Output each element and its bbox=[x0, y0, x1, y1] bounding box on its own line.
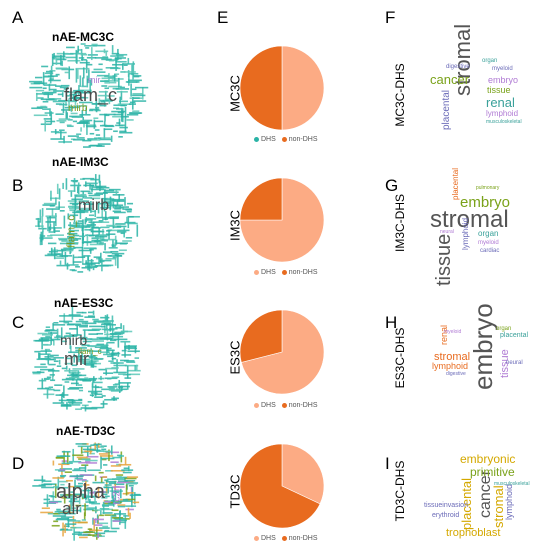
legend-non-dhs-label: non-DHS bbox=[288, 269, 318, 276]
wordcloud-h-word-neural: neural bbox=[506, 360, 523, 366]
wordcloud-g-word-myeloid: myeloid bbox=[478, 240, 499, 246]
legend-dhs-label: DHS bbox=[261, 535, 276, 542]
wordcloud-h-word-embryo: embryo bbox=[468, 303, 498, 390]
panel-letter-h: H bbox=[385, 313, 398, 332]
legend-non-dhs-dot bbox=[281, 136, 287, 142]
wordcloud-f-word-placental: placental bbox=[441, 89, 452, 130]
wordcloud-title-im3c: nAE-IM3C bbox=[52, 155, 109, 169]
panel-letter-a: A bbox=[12, 8, 24, 27]
legend-non-dhs-dot bbox=[281, 269, 287, 275]
pie-label-td3c: TD3C bbox=[227, 474, 243, 509]
wordcloud-right-label-im3c: IM3C-DHS bbox=[393, 194, 407, 253]
wordcloud-f-word-renal: renal bbox=[486, 95, 515, 110]
pie-legend-im3c: DHS non-DHS bbox=[250, 269, 318, 276]
wordcloud-f-word-cancer: cancer bbox=[430, 72, 470, 87]
wordcloud-i-word-embryonic: embryonic bbox=[460, 452, 516, 466]
wordcloud-right-label-td3c: TD3C-DHS bbox=[393, 460, 407, 522]
wordcloud-f-word-myeloid: myeloid bbox=[492, 66, 513, 72]
wordcloud-right-label-es3c: ES3C-DHS bbox=[393, 327, 407, 389]
wordcloud-c-word-2: flam_c bbox=[78, 347, 102, 356]
panel-letter-b: B bbox=[12, 176, 24, 195]
legend-non-dhs-dot bbox=[281, 402, 287, 408]
pie-slice-mc3c-non-dhs bbox=[239, 45, 283, 131]
pie-slice-im3c-dhs bbox=[239, 177, 325, 263]
wordcloud-i-word-musculoskeletal: musculoskeletal bbox=[494, 481, 530, 487]
pie-legend-es3c: DHS non-DHS bbox=[250, 402, 318, 409]
wordcloud-f-word-organ: organ bbox=[482, 58, 498, 64]
pie-legend-mc3c: DHS non-DHS bbox=[250, 136, 318, 143]
wordcloud-f-word-tissue: tissue bbox=[487, 85, 511, 95]
legend-dhs-dot bbox=[254, 402, 259, 408]
pie-label-es3c: ES3C bbox=[227, 340, 243, 375]
wordcloud-a-word-1: mirb bbox=[68, 103, 88, 114]
wordcloud-g-word-pulmonary: pulmonary bbox=[476, 185, 500, 191]
wordcloud-g-word-tissue: tissue bbox=[433, 233, 455, 286]
wordcloud-c-word-1: mirb bbox=[60, 332, 88, 348]
panel-letter-g: G bbox=[385, 176, 399, 195]
wordcloud-g-word-neural: neural bbox=[440, 229, 454, 235]
wordcloud-f-word-digestive: digestive bbox=[446, 64, 470, 70]
wordcloud-i-word-primitive: primitive bbox=[470, 465, 515, 479]
legend-dhs-label: DHS bbox=[261, 136, 276, 143]
legend-dhs-label: DHS bbox=[261, 402, 276, 409]
panel-letter-f: F bbox=[385, 8, 396, 27]
wordcloud-i-word-lymphoid: lymphoid bbox=[504, 483, 514, 520]
wordcloud-g-word-lymphoid: lymphoid bbox=[461, 217, 470, 250]
legend-non-dhs-label: non-DHS bbox=[288, 535, 318, 542]
pie-slice-es3c-non-dhs bbox=[239, 309, 283, 363]
wordcloud-i-word-tissueinvasion: tissueinvasion bbox=[424, 502, 468, 509]
wordcloud-d-word-0: alpha bbox=[56, 481, 105, 503]
wordcloud-title-mc3c: nAE-MC3C bbox=[52, 30, 114, 44]
legend-non-dhs-label: non-DHS bbox=[288, 136, 318, 143]
wordcloud-f-word-lymphoid: lymphoid bbox=[486, 109, 519, 118]
wordcloud-title-td3c: nAE-TD3C bbox=[56, 424, 116, 438]
panel-letter-e: E bbox=[217, 8, 229, 27]
pie-slice-im3c-non-dhs bbox=[239, 177, 283, 221]
wordcloud-h-word-myeloid: myeloid bbox=[444, 329, 462, 335]
panel-letter-i: I bbox=[385, 454, 390, 473]
legend-non-dhs-dot bbox=[281, 535, 287, 541]
pie-slice-mc3c-dhs bbox=[281, 45, 325, 131]
wordcloud-g-word-cardiac: cardiac bbox=[480, 248, 500, 254]
wordcloud-h-word-placental: placental bbox=[500, 332, 529, 339]
legend-dhs-label: DHS bbox=[261, 269, 276, 276]
wordcloud-g-word-embryo: embryo bbox=[460, 194, 511, 211]
wordcloud-i-word-erythroid: erythroid bbox=[432, 512, 460, 519]
wordcloud-f-word-embryo: embryo bbox=[488, 75, 519, 85]
wordcloud-d-word-1: alr bbox=[62, 499, 81, 518]
panel-letter-c: C bbox=[12, 313, 25, 332]
wordcloud-c-word-0: mir bbox=[64, 349, 89, 369]
wordcloud-g-word-stromal: stromal bbox=[430, 206, 509, 233]
wordcloud-h-word-stromal: stromal bbox=[434, 351, 471, 363]
wordcloud-a-word-0: flam_c bbox=[64, 85, 118, 105]
panel-letter-d: D bbox=[12, 454, 25, 473]
pie-label-mc3c: MC3C bbox=[227, 75, 243, 112]
pie-legend-td3c: DHS non-DHS bbox=[250, 535, 318, 542]
pie-label-im3c: IM3C bbox=[227, 209, 243, 242]
legend-dhs-dot bbox=[254, 535, 259, 541]
wordcloud-h-word-lymphoid: lymphoid bbox=[432, 361, 469, 371]
pie-slice-td3c-dhs bbox=[281, 443, 325, 505]
wordcloud-f-word-musculoskeletal: musculoskeletal bbox=[486, 119, 522, 125]
legend-dhs-dot bbox=[254, 269, 259, 275]
wordcloud-g-word-organ: organ bbox=[478, 229, 499, 238]
pie-slice-es3c-dhs bbox=[240, 309, 325, 395]
wordcloud-b-word-0: mirb bbox=[78, 197, 110, 214]
wordcloud-g-word-placental: placental bbox=[451, 167, 460, 200]
wordcloud-right-label-mc3c: MC3C-DHS bbox=[393, 63, 407, 127]
wordcloud-h-word-digestive: digestive bbox=[446, 371, 466, 377]
wordcloud-i-word-trophoblast: trophoblast bbox=[446, 527, 501, 539]
legend-non-dhs-label: non-DHS bbox=[288, 402, 318, 409]
wordcloud-a-word-2: mir bbox=[88, 75, 101, 85]
pie-slice-td3c-non-dhs bbox=[239, 443, 321, 529]
wordcloud-title-es3c: nAE-ES3C bbox=[54, 296, 114, 310]
legend-dhs-dot bbox=[254, 136, 259, 142]
wordcloud-h-word-organ: organ bbox=[496, 326, 512, 332]
